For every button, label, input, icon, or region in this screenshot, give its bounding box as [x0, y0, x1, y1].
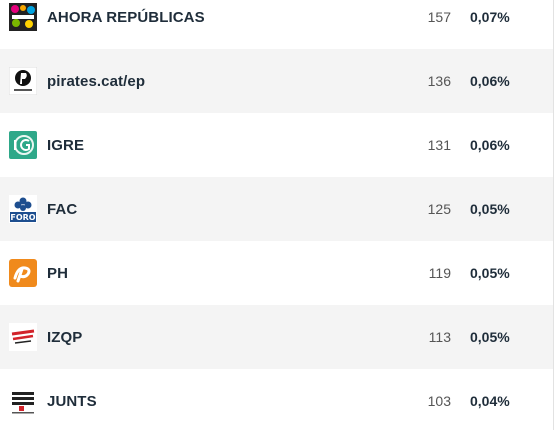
izqp-logo-icon	[9, 323, 37, 351]
party-percent: 0,04%	[470, 393, 510, 409]
svg-text:FORO: FORO	[10, 213, 35, 222]
junts-logo-icon	[9, 387, 37, 415]
list-item: AHORA REPÚBLICAS 157 0,07%	[0, 0, 553, 49]
party-name: IGRE	[47, 136, 85, 154]
igre-logo-icon	[9, 131, 37, 159]
party-name: pirates.cat/ep	[47, 72, 146, 90]
party-votes: 157	[427, 9, 451, 25]
party-percent: 0,05%	[470, 329, 510, 345]
party-percent: 0,06%	[470, 73, 510, 89]
party-percent: 0,05%	[470, 201, 510, 217]
list-item: IGRE 131 0,06%	[0, 113, 553, 177]
foro-logo-icon: FORO	[9, 195, 37, 223]
ph-logo-icon	[9, 259, 37, 287]
list-item: IZQP 113 0,05%	[0, 305, 553, 369]
party-percent: 0,06%	[470, 137, 510, 153]
party-name: IZQP	[47, 328, 83, 346]
list-item: JUNTS 103 0,04%	[0, 369, 553, 433]
party-name: FAC	[47, 200, 78, 218]
party-votes: 125	[427, 201, 451, 217]
ahora-republicas-logo-icon	[9, 3, 37, 31]
party-votes: 103	[427, 393, 451, 409]
pirates-logo-icon	[9, 67, 37, 95]
party-percent: 0,07%	[470, 9, 510, 25]
list-item: pirates.cat/ep 136 0,06%	[0, 49, 553, 113]
party-votes: 119	[428, 265, 451, 281]
party-votes: 113	[428, 329, 451, 345]
party-percent: 0,05%	[470, 265, 510, 281]
party-name: PH	[47, 264, 69, 282]
list-item: FORO FAC 125 0,05%	[0, 177, 553, 241]
party-name: JUNTS	[47, 392, 97, 410]
party-votes: 136	[427, 73, 451, 89]
list-item: PH 119 0,05%	[0, 241, 553, 305]
party-votes: 131	[427, 137, 451, 153]
party-name: AHORA REPÚBLICAS	[47, 8, 205, 26]
